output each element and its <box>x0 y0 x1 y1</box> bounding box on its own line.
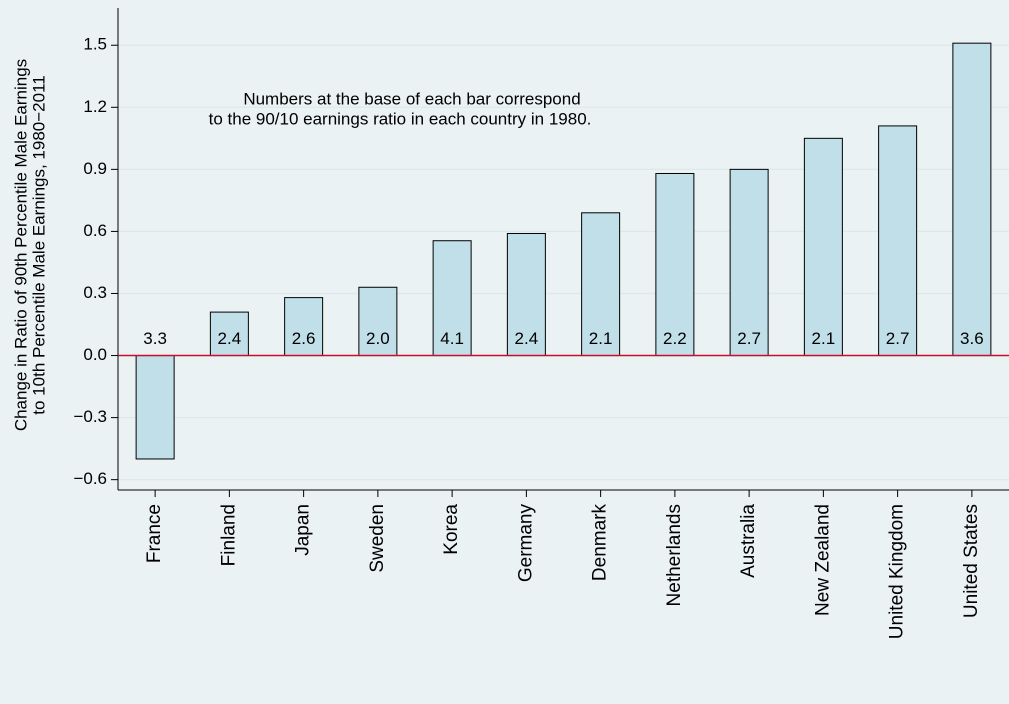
base-label: 2.0 <box>366 329 390 348</box>
bar <box>581 212 621 357</box>
x-tick-label: Germany <box>515 504 536 583</box>
base-label: 3.6 <box>960 329 984 348</box>
bar <box>506 232 546 357</box>
y-axis-title: to 10th Percentile Male Earnings, 1980−2… <box>29 75 48 414</box>
bar <box>135 355 175 460</box>
y-tick-label: 0.9 <box>83 159 107 178</box>
y-tick-label: −0.3 <box>73 407 107 426</box>
x-tick-label: Australia <box>738 504 759 578</box>
base-label: 2.7 <box>737 329 761 348</box>
base-label: 2.4 <box>515 329 539 348</box>
x-tick-label: Finland <box>218 504 239 566</box>
x-tick-label: France <box>144 504 165 563</box>
x-tick-label: United Kingdom <box>887 504 908 639</box>
annotation: to the 90/10 earnings ratio in each coun… <box>209 109 592 128</box>
y-tick-label: 1.2 <box>83 97 107 116</box>
base-label: 2.2 <box>663 329 687 348</box>
annotation: Numbers at the base of each bar correspo… <box>243 89 580 108</box>
base-label: 2.1 <box>812 329 836 348</box>
x-tick-label: Denmark <box>590 504 611 582</box>
y-axis-title: Change in Ratio of 90th Percentile Male … <box>11 59 30 431</box>
y-tick-label: 0.0 <box>83 345 107 364</box>
x-tick-label: Sweden <box>367 504 388 573</box>
x-tick-label: Netherlands <box>664 504 685 606</box>
base-label: 2.6 <box>292 329 316 348</box>
bar <box>655 172 695 357</box>
bar <box>803 137 843 357</box>
y-tick-label: 1.5 <box>83 35 107 54</box>
y-tick-label: 0.6 <box>83 221 107 240</box>
x-tick-label: New Zealand <box>812 504 833 616</box>
base-label: 2.1 <box>589 329 613 348</box>
base-label: 4.1 <box>440 329 464 348</box>
y-tick-label: −0.6 <box>73 469 107 488</box>
x-tick-label: Korea <box>441 504 462 555</box>
y-tick-label: 0.3 <box>83 283 107 302</box>
bar <box>729 168 769 357</box>
bar <box>358 286 398 357</box>
x-tick-label: United States <box>961 504 982 618</box>
bar <box>432 240 472 357</box>
bar <box>284 297 324 357</box>
bar <box>952 42 992 357</box>
base-label: 2.4 <box>218 329 242 348</box>
bar <box>878 125 918 357</box>
base-label: 2.7 <box>886 329 910 348</box>
x-tick-label: Japan <box>293 504 314 556</box>
base-label: 3.3 <box>143 329 167 348</box>
